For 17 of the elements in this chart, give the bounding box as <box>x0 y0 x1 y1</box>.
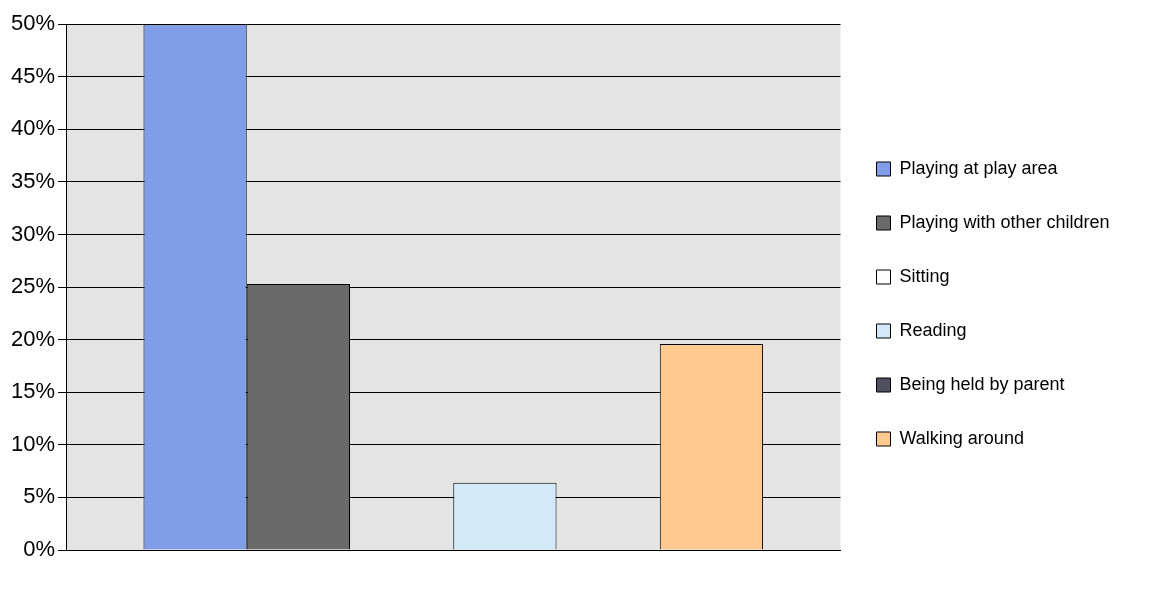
y-tick-label: 0% <box>23 536 56 562</box>
y-tick-label: 5% <box>23 483 56 509</box>
y-tick-label: 20% <box>10 325 56 351</box>
legend-label: Reading <box>899 319 967 340</box>
legend-label: Playing with other children <box>899 211 1110 232</box>
y-tick-label: 35% <box>10 168 56 193</box>
legend-label: Sitting <box>899 265 950 286</box>
legend-label: Playing at play area <box>899 157 1059 178</box>
y-tick-label: 10% <box>10 430 56 456</box>
legend-label: Walking around <box>899 427 1024 448</box>
y-tick-label: 45% <box>10 62 56 88</box>
y-tick-label: 30% <box>10 220 56 246</box>
legend-label: Being held by parent <box>899 373 1065 394</box>
y-tick-label: 15% <box>10 378 56 404</box>
y-tick-label: 25% <box>10 273 56 299</box>
y-tick-label: 50% <box>10 10 56 36</box>
y-tick-label: 40% <box>10 115 56 141</box>
